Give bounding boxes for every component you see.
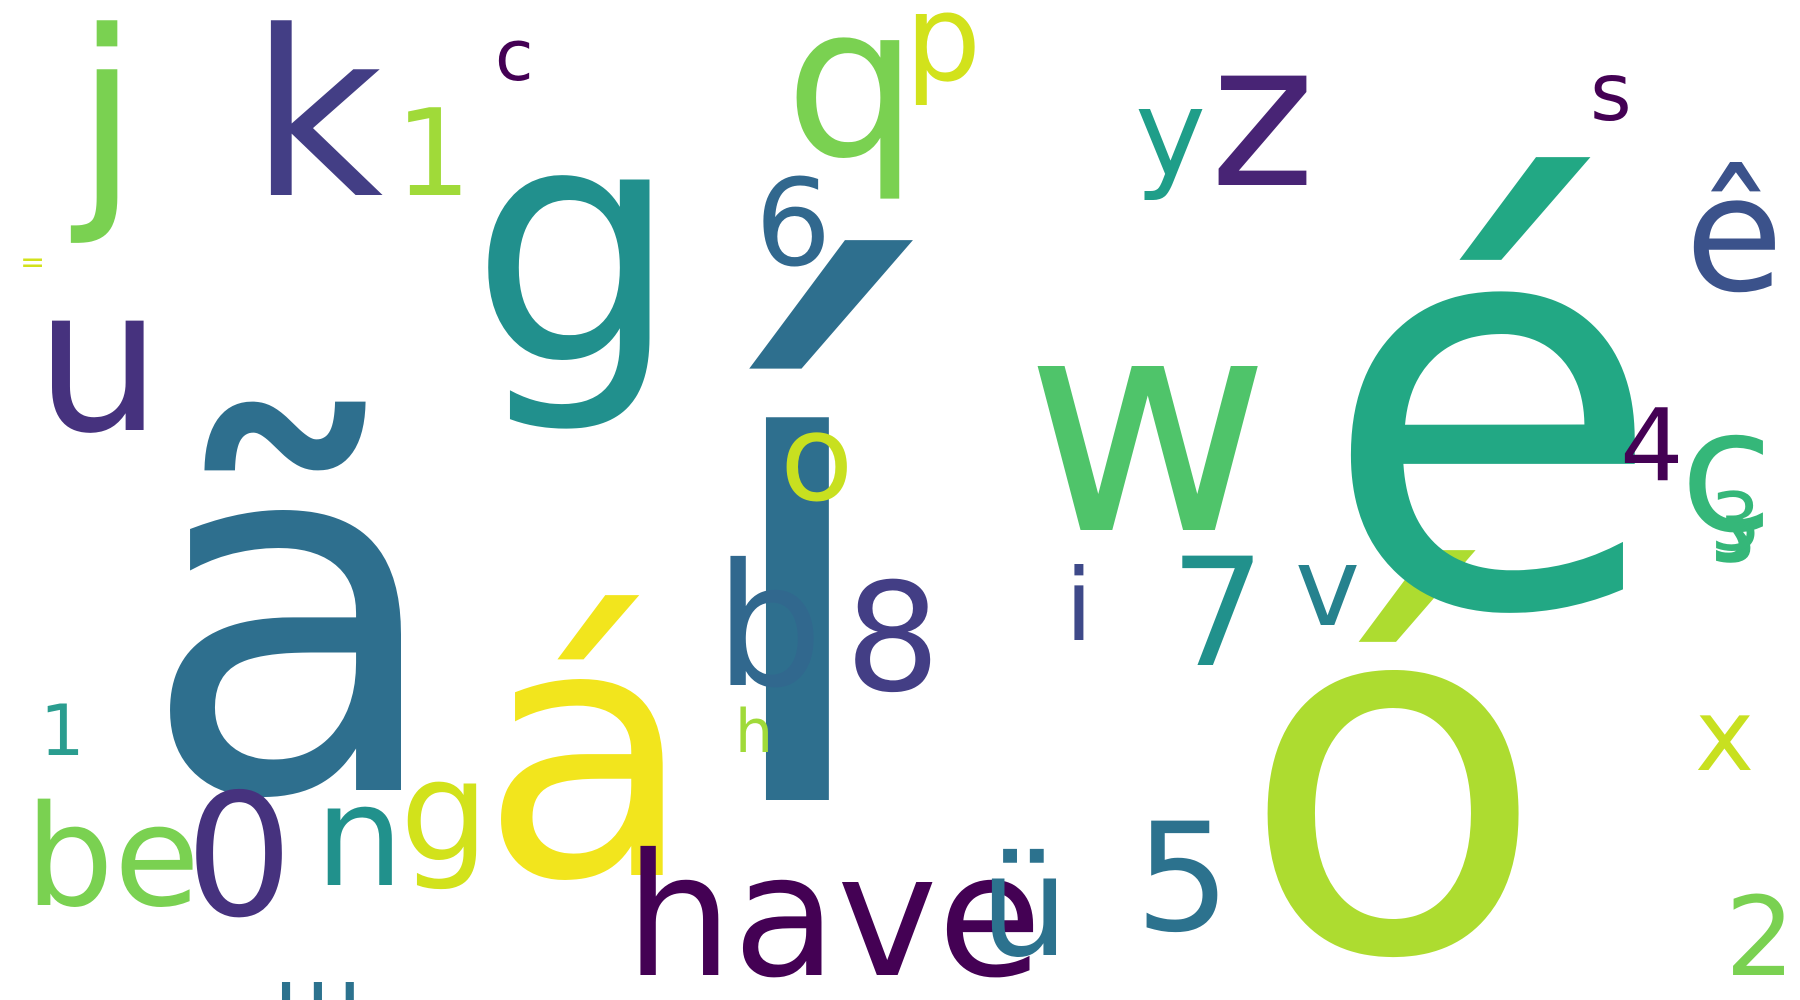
- word-h: h: [735, 697, 773, 767]
- word-6: 6: [755, 155, 831, 294]
- word-v: v: [1295, 523, 1360, 651]
- word-2: 2: [1725, 873, 1795, 1000]
- word-k: k: [250, 0, 383, 250]
- word-c: c: [495, 15, 534, 97]
- word-y: y: [1135, 65, 1206, 204]
- word-equals: =: [20, 245, 45, 280]
- word-q: q: [785, 0, 918, 205]
- word-8: 8: [845, 552, 940, 726]
- word-s: s: [1590, 46, 1632, 139]
- word-i: i: [1065, 547, 1093, 664]
- word-3: 3: [1710, 476, 1761, 569]
- word-b: b: [715, 528, 823, 726]
- word-g: g: [470, 54, 679, 438]
- word-o-small: o: [780, 390, 853, 529]
- word-m: m: [274, 960, 362, 1000]
- word-1-small: 1: [40, 690, 85, 772]
- word-1: 1: [395, 85, 471, 224]
- word-5: 5: [1135, 792, 1230, 966]
- word-g-small: g: [400, 731, 489, 894]
- word-w: w: [1025, 252, 1270, 601]
- word-e-circumflex: ê: [1685, 141, 1783, 328]
- word-x: x: [1695, 677, 1754, 794]
- word-have: have: [625, 818, 1042, 1000]
- word-z: z: [1210, 0, 1315, 233]
- word-c-cedilla: ç: [1680, 373, 1773, 571]
- word-e-acute: é: [1320, 86, 1665, 738]
- word-4: 4: [1620, 387, 1684, 504]
- word-a-acute: á: [480, 550, 694, 958]
- word-u: u: [35, 245, 162, 478]
- word-p: p: [905, 0, 981, 109]
- word-0: 0: [185, 758, 293, 956]
- word-o-grave: ó: [1240, 486, 1546, 1000]
- word-n: n: [315, 756, 404, 919]
- word-7: 7: [1170, 527, 1265, 701]
- word-u-umlaut: ü: [980, 826, 1069, 989]
- word-a-tilde: ã: [140, 326, 446, 908]
- word-j: j: [70, 0, 139, 250]
- word-i-acute: í: [700, 151, 919, 966]
- word-be: be: [25, 776, 200, 939]
